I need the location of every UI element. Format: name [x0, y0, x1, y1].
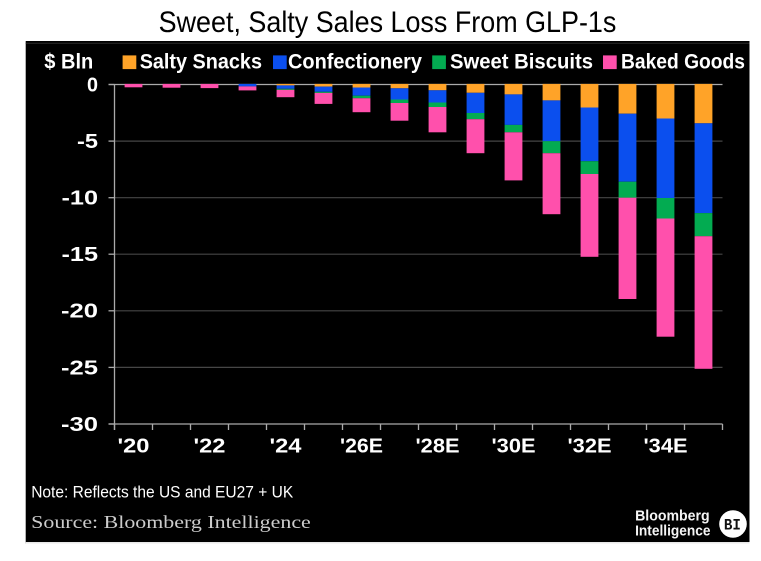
svg-text:BI: BI	[724, 516, 741, 534]
svg-text:-5: -5	[77, 131, 98, 153]
svg-text:0: 0	[87, 74, 98, 96]
svg-text:Salty Snacks: Salty Snacks	[140, 51, 262, 74]
svg-text:Bloomberg: Bloomberg	[635, 509, 710, 525]
svg-text:'20: '20	[118, 436, 150, 458]
svg-text:-20: -20	[61, 301, 98, 323]
svg-text:'22: '22	[194, 436, 226, 458]
svg-text:'28E: '28E	[416, 436, 460, 458]
svg-text:'24: '24	[270, 436, 303, 458]
svg-text:-10: -10	[62, 188, 99, 210]
svg-text:'26E: '26E	[340, 436, 383, 458]
svg-text:Note: Reflects the US and EU27: Note: Reflects the US and EU27 + UK	[31, 482, 294, 501]
svg-text:Source: Bloomberg Intelligence: Source: Bloomberg Intelligence	[31, 512, 311, 532]
svg-text:Sweet Biscuits: Sweet Biscuits	[450, 51, 593, 74]
svg-text:-25: -25	[61, 357, 98, 379]
svg-text:-30: -30	[61, 414, 98, 436]
svg-text:$ Bln: $ Bln	[44, 51, 93, 74]
svg-text:'30E: '30E	[492, 436, 536, 458]
svg-text:Sweet, Salty Sales Loss From G: Sweet, Salty Sales Loss From GLP-1s	[159, 6, 617, 39]
svg-text:Confectionery: Confectionery	[288, 51, 422, 74]
svg-text:'32E: '32E	[568, 436, 612, 458]
svg-text:-15: -15	[62, 244, 99, 266]
svg-text:Baked Goods: Baked Goods	[621, 51, 745, 74]
svg-text:Intelligence: Intelligence	[635, 524, 710, 540]
svg-text:'34E: '34E	[644, 436, 688, 458]
